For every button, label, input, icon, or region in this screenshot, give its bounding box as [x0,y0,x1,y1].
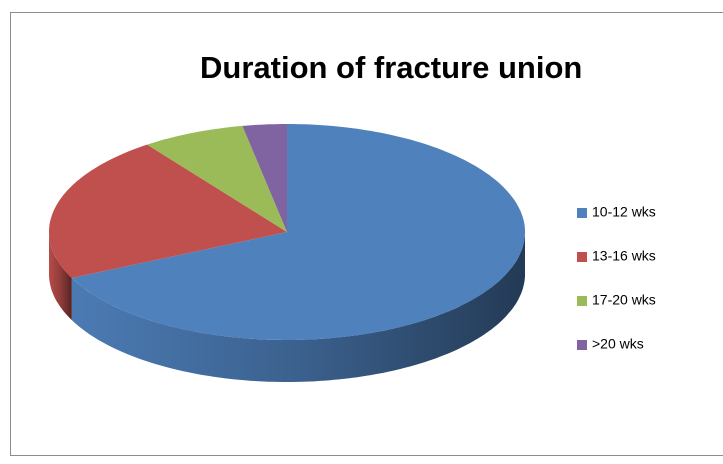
slice [49,144,287,278]
chart-title: Duration of fracture union [200,50,582,85]
slice [71,124,525,340]
slice-side-shade [49,232,72,320]
legend-swatch [577,252,587,262]
legend-label: 13-16 wks [592,248,656,264]
legend-swatch [577,296,587,306]
legend-label: >20 wks [592,336,644,352]
pie [49,124,525,382]
legend-swatch [577,208,587,218]
slice [242,124,287,232]
slice [147,125,287,232]
legend: 10-12 wks 13-16 wks 17-20 wks >20 wks [577,204,656,352]
legend-swatch [577,340,587,350]
legend-label: 10-12 wks [592,204,656,220]
slice-side-shade [71,232,525,382]
legend-label: 17-20 wks [592,292,656,308]
